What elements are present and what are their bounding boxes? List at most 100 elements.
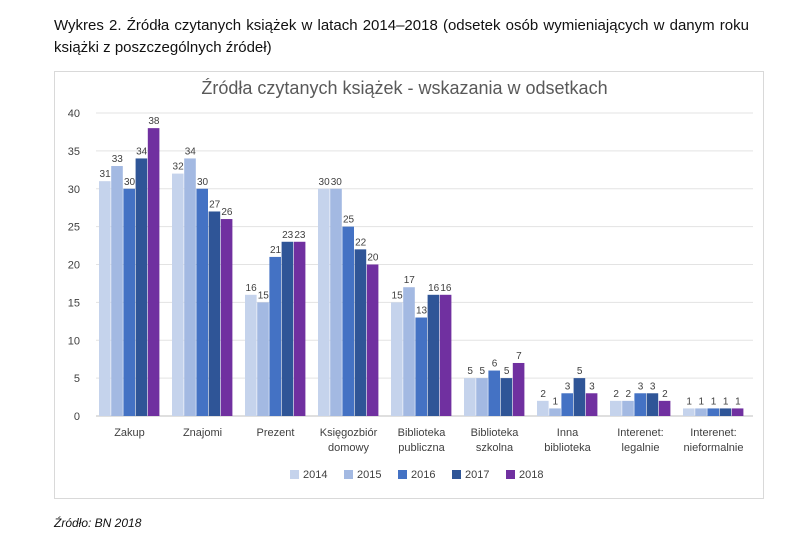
- legend-swatch-2014: [290, 470, 299, 479]
- data-label: 1: [553, 396, 559, 407]
- bar-chart: Źródła czytanych książek - wskazania w o…: [68, 78, 753, 481]
- bar-2014: [318, 188, 330, 416]
- data-label: 15: [392, 290, 404, 301]
- source-note: Źródło: BN 2018: [54, 516, 142, 530]
- y-tick-label: 15: [68, 297, 80, 309]
- data-label: 34: [136, 146, 148, 157]
- data-label: 2: [626, 389, 632, 400]
- bar-2016: [269, 256, 281, 416]
- bar-2015: [111, 166, 123, 416]
- legend-swatch-2016: [398, 470, 407, 479]
- data-label: 26: [221, 207, 233, 218]
- bar-2018: [366, 264, 379, 416]
- data-label: 32: [173, 162, 185, 173]
- bar-2017: [427, 294, 440, 416]
- y-tick-label: 0: [74, 411, 80, 423]
- data-label: 7: [516, 351, 522, 362]
- legend-swatch-2018: [506, 470, 515, 479]
- bar-2015: [549, 408, 561, 416]
- chart-frame: Źródła czytanych książek - wskazania w o…: [54, 71, 764, 499]
- y-tick-label: 10: [68, 335, 80, 347]
- data-label: 3: [589, 381, 595, 392]
- bar-2018: [439, 294, 452, 416]
- y-tick-label: 30: [68, 184, 80, 196]
- x-tick-label: publiczna: [398, 442, 445, 454]
- data-label: 17: [404, 275, 416, 286]
- bar-2018: [220, 219, 233, 416]
- bar-2017: [719, 408, 732, 416]
- bar-2015: [476, 378, 488, 416]
- data-label: 3: [638, 381, 644, 392]
- bar-2017: [281, 241, 294, 416]
- bar-2018: [293, 241, 306, 416]
- bar-2018: [731, 408, 744, 416]
- legend-label: 2018: [519, 469, 543, 481]
- data-label: 5: [504, 366, 510, 377]
- x-tick-label: Interenet:: [690, 427, 736, 439]
- bar-2016: [634, 393, 646, 416]
- bar-2017: [646, 393, 659, 416]
- data-label: 1: [699, 396, 705, 407]
- bar-2015: [330, 188, 342, 416]
- bar-2014: [245, 294, 257, 416]
- bar-2016: [342, 226, 354, 416]
- data-label: 25: [343, 215, 355, 226]
- x-tick-label: legalnie: [622, 442, 660, 454]
- legend-label: 2014: [303, 469, 327, 481]
- x-tick-label: Biblioteka: [471, 427, 520, 439]
- data-label: 3: [565, 381, 571, 392]
- bar-2015: [622, 400, 634, 416]
- x-tick-label: nieformalnie: [684, 442, 744, 454]
- y-tick-label: 20: [68, 260, 80, 272]
- bar-2015: [257, 302, 269, 416]
- data-label: 5: [480, 366, 486, 377]
- x-tick-label: Księgozbiór: [320, 427, 378, 439]
- x-tick-label: Interenet:: [617, 427, 663, 439]
- y-tick-label: 40: [68, 108, 80, 120]
- data-label: 5: [467, 366, 473, 377]
- data-label: 16: [246, 283, 258, 294]
- data-label: 30: [124, 177, 136, 188]
- data-label: 16: [440, 283, 452, 294]
- data-label: 31: [100, 169, 112, 180]
- bar-2014: [610, 400, 622, 416]
- data-label: 2: [662, 389, 668, 400]
- x-tick-label: Inna: [557, 427, 579, 439]
- data-label: 21: [270, 245, 282, 256]
- x-tick-label: szkolna: [476, 442, 514, 454]
- bar-2016: [561, 393, 573, 416]
- x-tick-label: Biblioteka: [398, 427, 447, 439]
- legend-swatch-2017: [452, 470, 461, 479]
- x-tick-label: Znajomi: [183, 427, 222, 439]
- y-tick-label: 5: [74, 373, 80, 385]
- bar-2015: [695, 408, 707, 416]
- bar-2015: [184, 158, 196, 416]
- data-label: 27: [209, 199, 221, 210]
- bar-2018: [512, 362, 525, 416]
- bar-2017: [573, 378, 586, 416]
- data-label: 30: [197, 177, 209, 188]
- data-label: 1: [711, 396, 717, 407]
- data-label: 38: [148, 116, 160, 127]
- legend-label: 2015: [357, 469, 381, 481]
- bar-2018: [585, 393, 598, 416]
- data-label: 15: [258, 290, 270, 301]
- y-tick-label: 25: [68, 222, 80, 234]
- bar-2018: [658, 400, 671, 416]
- bar-2017: [208, 211, 221, 416]
- data-label: 22: [355, 237, 367, 248]
- data-label: 30: [319, 177, 331, 188]
- bar-2018: [147, 128, 160, 416]
- bar-2017: [500, 378, 513, 416]
- bar-2016: [123, 188, 135, 416]
- bar-2016: [488, 370, 500, 416]
- data-label: 3: [650, 381, 656, 392]
- x-tick-label: biblioteka: [544, 442, 591, 454]
- figure-caption: Wykres 2. Źródła czytanych książek w lat…: [54, 17, 749, 56]
- x-tick-label: Prezent: [257, 427, 295, 439]
- data-label: 34: [185, 146, 197, 157]
- data-label: 1: [723, 396, 729, 407]
- chart-title: Źródła czytanych książek - wskazania w o…: [201, 78, 607, 98]
- data-label: 5: [577, 366, 583, 377]
- bar-2017: [354, 249, 367, 416]
